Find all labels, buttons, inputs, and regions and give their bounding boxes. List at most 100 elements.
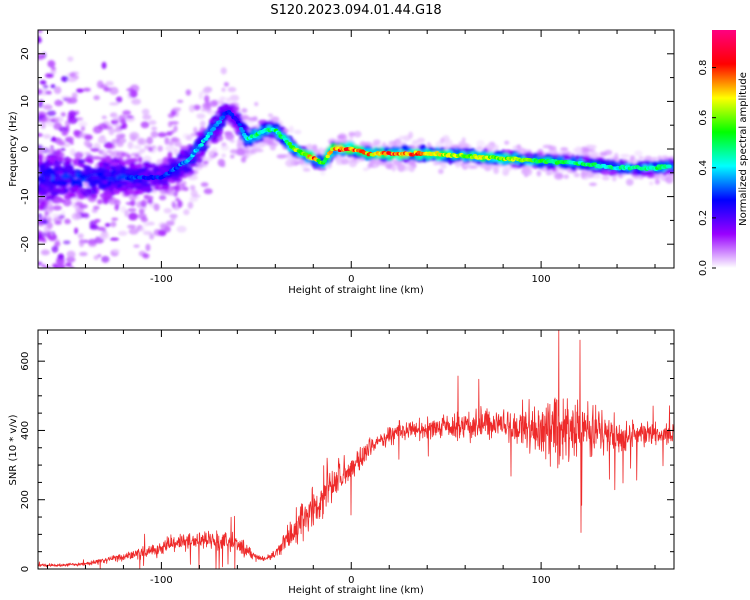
spectrogram-cell — [240, 129, 245, 133]
spectrogram-cell — [504, 140, 510, 145]
spectrogram-cell — [34, 306, 42, 310]
spectrogram-cell — [185, 135, 193, 141]
spectrogram-cell — [243, 149, 250, 154]
spectrogram-cell — [185, 89, 192, 96]
spectrogram-cell — [249, 148, 255, 154]
spectrogram-cell — [632, 169, 637, 174]
spectrogram-cell — [402, 155, 409, 159]
spectrogram-cell — [109, 86, 119, 95]
spectrogram-cell — [139, 148, 146, 153]
spectrogram-cell — [39, 80, 47, 85]
spectrogram-cell — [38, 88, 43, 95]
spectrogram-cell — [297, 159, 307, 165]
spectrogram-cell — [38, 231, 47, 239]
spectrogram-cell — [90, 194, 98, 199]
spectrogram-cell — [176, 225, 187, 233]
snr-x-tick-label: 100 — [532, 575, 551, 586]
spectrogram-cell — [229, 139, 235, 143]
spectrogram-cell — [38, 54, 45, 60]
spectrogram-cell — [157, 145, 163, 152]
spectrogram-cell — [220, 144, 230, 151]
spectrogram-cell — [41, 147, 50, 154]
spectrogram-cell — [43, 180, 52, 187]
spectrogram-cell — [588, 182, 597, 187]
spectrogram-cell — [203, 157, 213, 162]
spectrogram-cell — [179, 145, 190, 150]
spectrogram-cell — [183, 173, 193, 177]
spectrogram-x-tick-label: -100 — [150, 274, 173, 285]
spectrogram-cell — [444, 139, 453, 148]
spectrogram-cell — [193, 126, 198, 134]
spectrogram-cell — [101, 255, 110, 263]
spectrogram-cell — [96, 80, 104, 89]
spectrogram-cell — [52, 198, 62, 204]
colorbar: 0.00.20.40.60.8 Normalized spectral ampl… — [698, 30, 749, 276]
spectrogram-cell — [38, 111, 47, 118]
spectrogram-cell — [78, 121, 88, 127]
spectrogram-cell — [670, 175, 674, 180]
spectrogram-cell — [114, 199, 121, 204]
spectrogram-cell — [219, 96, 226, 101]
spectrogram-cell — [120, 168, 126, 174]
spectrogram-cell — [74, 227, 79, 235]
colorbar-tick-label: 0.2 — [698, 210, 709, 226]
spectrogram-cell — [143, 230, 153, 236]
spectrogram-cell — [111, 158, 120, 163]
spectrogram-cell — [112, 128, 123, 133]
spectrogram-cell — [516, 144, 522, 149]
spectrogram-cell — [127, 208, 137, 212]
spectrogram-cell — [124, 209, 129, 218]
spectrogram-cell — [58, 126, 68, 133]
spectrogram-cell — [174, 141, 182, 147]
spectrogram-cell — [73, 129, 80, 136]
spectrogram-cell — [130, 158, 139, 163]
spectrogram-cell — [164, 225, 171, 233]
spectrogram-cell — [82, 165, 92, 170]
spectrogram-cell — [75, 172, 80, 179]
spectrogram-cell — [108, 127, 115, 136]
spectrogram-cell — [48, 269, 56, 276]
spectrogram-cell — [182, 180, 187, 187]
spectrogram-cell — [148, 146, 154, 152]
spectrogram-cell — [200, 182, 209, 187]
spectrogram-cell — [128, 212, 138, 221]
spectrogram-cell — [554, 172, 564, 180]
spectrogram-cell — [176, 99, 184, 104]
snr-y-axis-label: SNR (10 * v/v) — [8, 414, 19, 485]
spectrogram-cell — [40, 249, 50, 256]
spectrogram-cell — [134, 189, 144, 195]
spectrogram-cell — [111, 139, 119, 144]
spectrogram-cell — [536, 162, 546, 169]
spectrogram-cell — [109, 102, 120, 106]
spectrogram-cell — [145, 243, 151, 252]
spectrogram-cell — [43, 134, 51, 139]
spectrogram-cell — [47, 270, 51, 275]
colorbar-tick-label: 0.4 — [698, 160, 709, 176]
spectrogram-cell — [189, 196, 199, 202]
spectrogram-cell — [79, 251, 88, 257]
spectrogram-cell — [150, 130, 158, 138]
spectrogram-cell — [38, 30, 43, 34]
spectrogram-cell — [649, 181, 654, 186]
spectrogram-cell — [79, 279, 88, 285]
spectrogram-cell — [511, 164, 518, 168]
spectrogram-cell — [225, 133, 235, 141]
spectrogram-cell — [112, 113, 118, 122]
spectrogram-cell — [120, 174, 127, 181]
spectrogram-cell — [58, 190, 67, 195]
spectrogram-cell — [64, 165, 74, 172]
spectrogram-cell — [142, 114, 152, 120]
spectrogram-cell — [230, 154, 235, 159]
spectrogram-cell — [475, 146, 484, 151]
spectrogram-cell — [155, 171, 163, 175]
spectrogram-cell — [173, 148, 179, 156]
spectrogram-cell — [116, 184, 123, 189]
spectrogram-cell — [574, 149, 580, 154]
spectrogram-cell — [105, 155, 111, 162]
spectrogram-cell — [589, 151, 600, 158]
spectrogram-cell — [58, 170, 64, 176]
spectrogram-cell — [183, 209, 190, 216]
spectrogram-cell — [476, 140, 485, 148]
